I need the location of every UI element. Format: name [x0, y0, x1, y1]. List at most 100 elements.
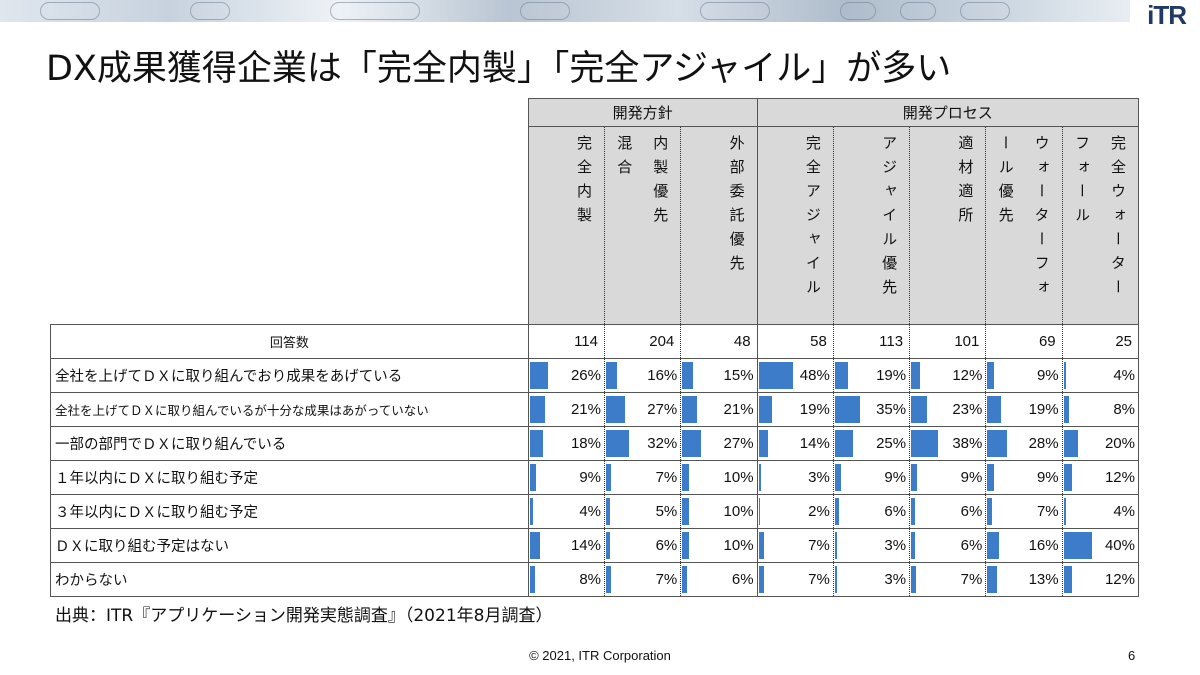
pct-cell: 8%	[527, 562, 606, 597]
pct-value: 6%	[960, 537, 983, 554]
pct-value: 9%	[884, 469, 907, 486]
col-header-right-place: 適材適所	[909, 126, 987, 325]
pct-value: 13%	[1028, 571, 1059, 588]
pct-value: 6%	[884, 503, 907, 520]
pct-bar	[606, 498, 610, 525]
row-label: 一部の部門でＤＸに取り組んでいる	[50, 426, 529, 461]
table-row: 一部の部門でＤＸに取り組んでいる 18% 32% 27% 14% 25% 38% 28% 20%	[50, 426, 1140, 461]
pct-cell: 9%	[909, 460, 987, 495]
pct-cell: 7%	[603, 460, 682, 495]
table-row: １年以内にＤＸに取り組む予定 9% 7% 10% 3% 9% 9% 9% 12%	[50, 460, 1140, 495]
pct-cell: 27%	[680, 426, 758, 461]
pct-value: 35%	[876, 401, 907, 418]
pct-bar	[529, 396, 545, 423]
pct-cell: 10%	[680, 460, 758, 495]
pct-cell: 14%	[756, 426, 834, 461]
pct-bar	[1063, 532, 1092, 559]
pct-cell: 9%	[832, 460, 911, 495]
pct-value: 16%	[647, 367, 678, 384]
pct-bar	[911, 566, 917, 593]
pct-value: 10%	[723, 537, 754, 554]
itr-logo: iTR	[1147, 0, 1187, 30]
pct-value: 27%	[723, 435, 754, 452]
row-label: １年以内にＤＸに取り組む予定	[50, 460, 529, 495]
pct-cell: 6%	[832, 494, 911, 529]
pct-cell: 19%	[985, 392, 1063, 427]
table-row: 全社を上げてＤＸに取り組んでおり成果をあげている 26% 16% 15% 48% 19% 1…	[50, 358, 1140, 393]
pct-bar	[834, 464, 842, 491]
count-cell: 204	[603, 324, 682, 359]
pct-value: 5%	[655, 503, 678, 520]
pct-value: 10%	[723, 503, 754, 520]
pct-cell: 40%	[1061, 528, 1140, 563]
group-header-dev-policy: 開発方針	[527, 98, 758, 127]
pct-value: 12%	[1104, 469, 1135, 486]
count-cell: 101	[909, 324, 987, 359]
pct-value: 2%	[808, 503, 830, 520]
pct-cell: 6%	[680, 562, 758, 597]
pct-cell: 9%	[527, 460, 606, 495]
pct-value: 12%	[1104, 571, 1135, 588]
table-corner	[50, 98, 529, 127]
pct-value: 4%	[1113, 367, 1135, 384]
pct-bar	[911, 430, 938, 457]
pct-value: 20%	[1104, 435, 1135, 452]
pct-value: 14%	[570, 537, 601, 554]
pct-bar	[834, 396, 860, 423]
pct-bar	[682, 498, 690, 525]
pct-bar	[606, 532, 611, 559]
header-banner-image	[0, 0, 1130, 22]
pct-bar	[529, 532, 540, 559]
table-body: 全社を上げてＤＸに取り組んでおり成果をあげている 26% 16% 15% 48% 19% 1…	[50, 358, 1140, 597]
slide-title: DX成果獲得企業は「完全内製」「完全アジャイル」が多い	[46, 49, 952, 89]
pct-cell: 32%	[603, 426, 682, 461]
pct-cell: 16%	[985, 528, 1063, 563]
pct-value: 9%	[579, 469, 601, 486]
pct-value: 9%	[960, 469, 983, 486]
pct-cell: 7%	[985, 494, 1063, 529]
pct-value: 7%	[960, 571, 983, 588]
pct-bar	[987, 498, 993, 525]
pct-bar	[606, 566, 611, 593]
pct-cell: 27%	[603, 392, 682, 427]
pct-cell: 12%	[909, 358, 987, 393]
pct-value: 19%	[799, 401, 830, 418]
pct-bar	[1063, 396, 1070, 423]
pct-bar	[1063, 566, 1073, 593]
pct-value: 6%	[731, 571, 754, 588]
pct-value: 7%	[808, 537, 830, 554]
pct-cell: 9%	[985, 358, 1063, 393]
pct-value: 18%	[570, 435, 601, 452]
pct-bar	[987, 362, 994, 389]
pct-cell: 7%	[603, 562, 682, 597]
pct-cell: 10%	[680, 528, 758, 563]
pct-value: 28%	[1028, 435, 1059, 452]
pct-bar	[758, 464, 761, 491]
pct-bar	[682, 464, 690, 491]
pct-bar	[834, 498, 840, 525]
pct-bar	[911, 362, 920, 389]
pct-cell: 6%	[909, 528, 987, 563]
pct-bar	[911, 532, 916, 559]
pct-bar	[1063, 362, 1067, 389]
pct-bar	[758, 430, 769, 457]
pct-cell: 15%	[680, 358, 758, 393]
pct-value: 7%	[655, 469, 678, 486]
pct-bar	[834, 430, 853, 457]
pct-bar	[758, 362, 793, 389]
pct-bar	[987, 430, 1008, 457]
pct-bar	[1063, 464, 1073, 491]
count-cell: 69	[985, 324, 1063, 359]
count-cell: 48	[680, 324, 758, 359]
pct-bar	[529, 498, 533, 525]
pct-cell: 19%	[832, 358, 911, 393]
pct-value: 7%	[1036, 503, 1059, 520]
pct-bar	[682, 566, 687, 593]
pct-cell: 3%	[832, 562, 911, 597]
pct-bar	[606, 464, 611, 491]
pct-bar	[682, 532, 690, 559]
source-note: 出典：ITR『アプリケーション開発実態調査』（2021年8月調査）	[55, 606, 553, 626]
col-header-full-inhouse: 完全内製	[527, 126, 606, 325]
page-number: 6	[1128, 648, 1136, 663]
pct-bar	[1063, 430, 1078, 457]
